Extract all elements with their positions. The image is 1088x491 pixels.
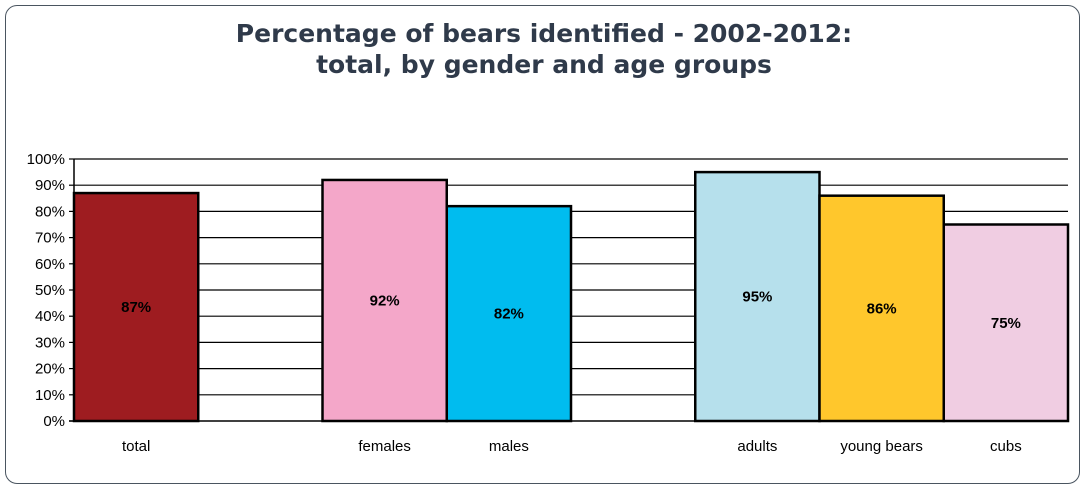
- y-tick-label: 100%: [27, 151, 65, 168]
- y-tick-label: 20%: [35, 361, 65, 378]
- bars: [72, 170, 1070, 423]
- bar: [72, 191, 200, 423]
- y-tick-label: 30%: [35, 334, 65, 351]
- bar-value-label: 95%: [742, 289, 772, 306]
- y-axis-tick-labels: 0% 10% 20% 30% 40% 50% 60% 70% 80% 90% 100%: [27, 151, 65, 430]
- bar-value-label: 82%: [494, 306, 524, 323]
- category-label: total: [122, 438, 150, 455]
- y-tick-label: 60%: [35, 256, 65, 273]
- bar: [321, 178, 448, 423]
- y-tick-label: 70%: [35, 230, 65, 247]
- category-label: females: [358, 438, 411, 455]
- category-label: young bears: [840, 438, 923, 455]
- y-tick-label: 80%: [35, 203, 65, 220]
- bar: [942, 223, 1070, 423]
- y-tick-label: 40%: [35, 308, 65, 325]
- y-tick-label: 10%: [35, 387, 65, 404]
- bar: [818, 194, 945, 423]
- axes: [69, 159, 1068, 422]
- chart-title-line-1: Percentage of bears identified - 2002-20…: [235, 19, 853, 48]
- category-label: cubs: [990, 438, 1022, 455]
- bar-value-label: 87%: [121, 299, 151, 316]
- y-tick-label: 90%: [35, 177, 65, 194]
- chart-title: Percentage of bears identified - 2002-20…: [0, 18, 1088, 80]
- y-tick-label: 50%: [35, 282, 65, 299]
- category-labels: total females males adults young bears cubs: [122, 438, 1022, 455]
- category-label: adults: [737, 438, 777, 455]
- bar: [694, 170, 821, 423]
- bar: [445, 204, 573, 423]
- bar-data-labels: 87% 92% 82% 95% 86% 75%: [121, 289, 1021, 332]
- chart-title-line-2: total, by gender and age groups: [316, 50, 772, 79]
- category-label: males: [489, 438, 529, 455]
- bar-value-label: 75%: [991, 315, 1021, 332]
- bar-value-label: 92%: [370, 292, 400, 309]
- y-tick-label: 0%: [43, 413, 65, 430]
- bar-value-label: 86%: [867, 300, 897, 317]
